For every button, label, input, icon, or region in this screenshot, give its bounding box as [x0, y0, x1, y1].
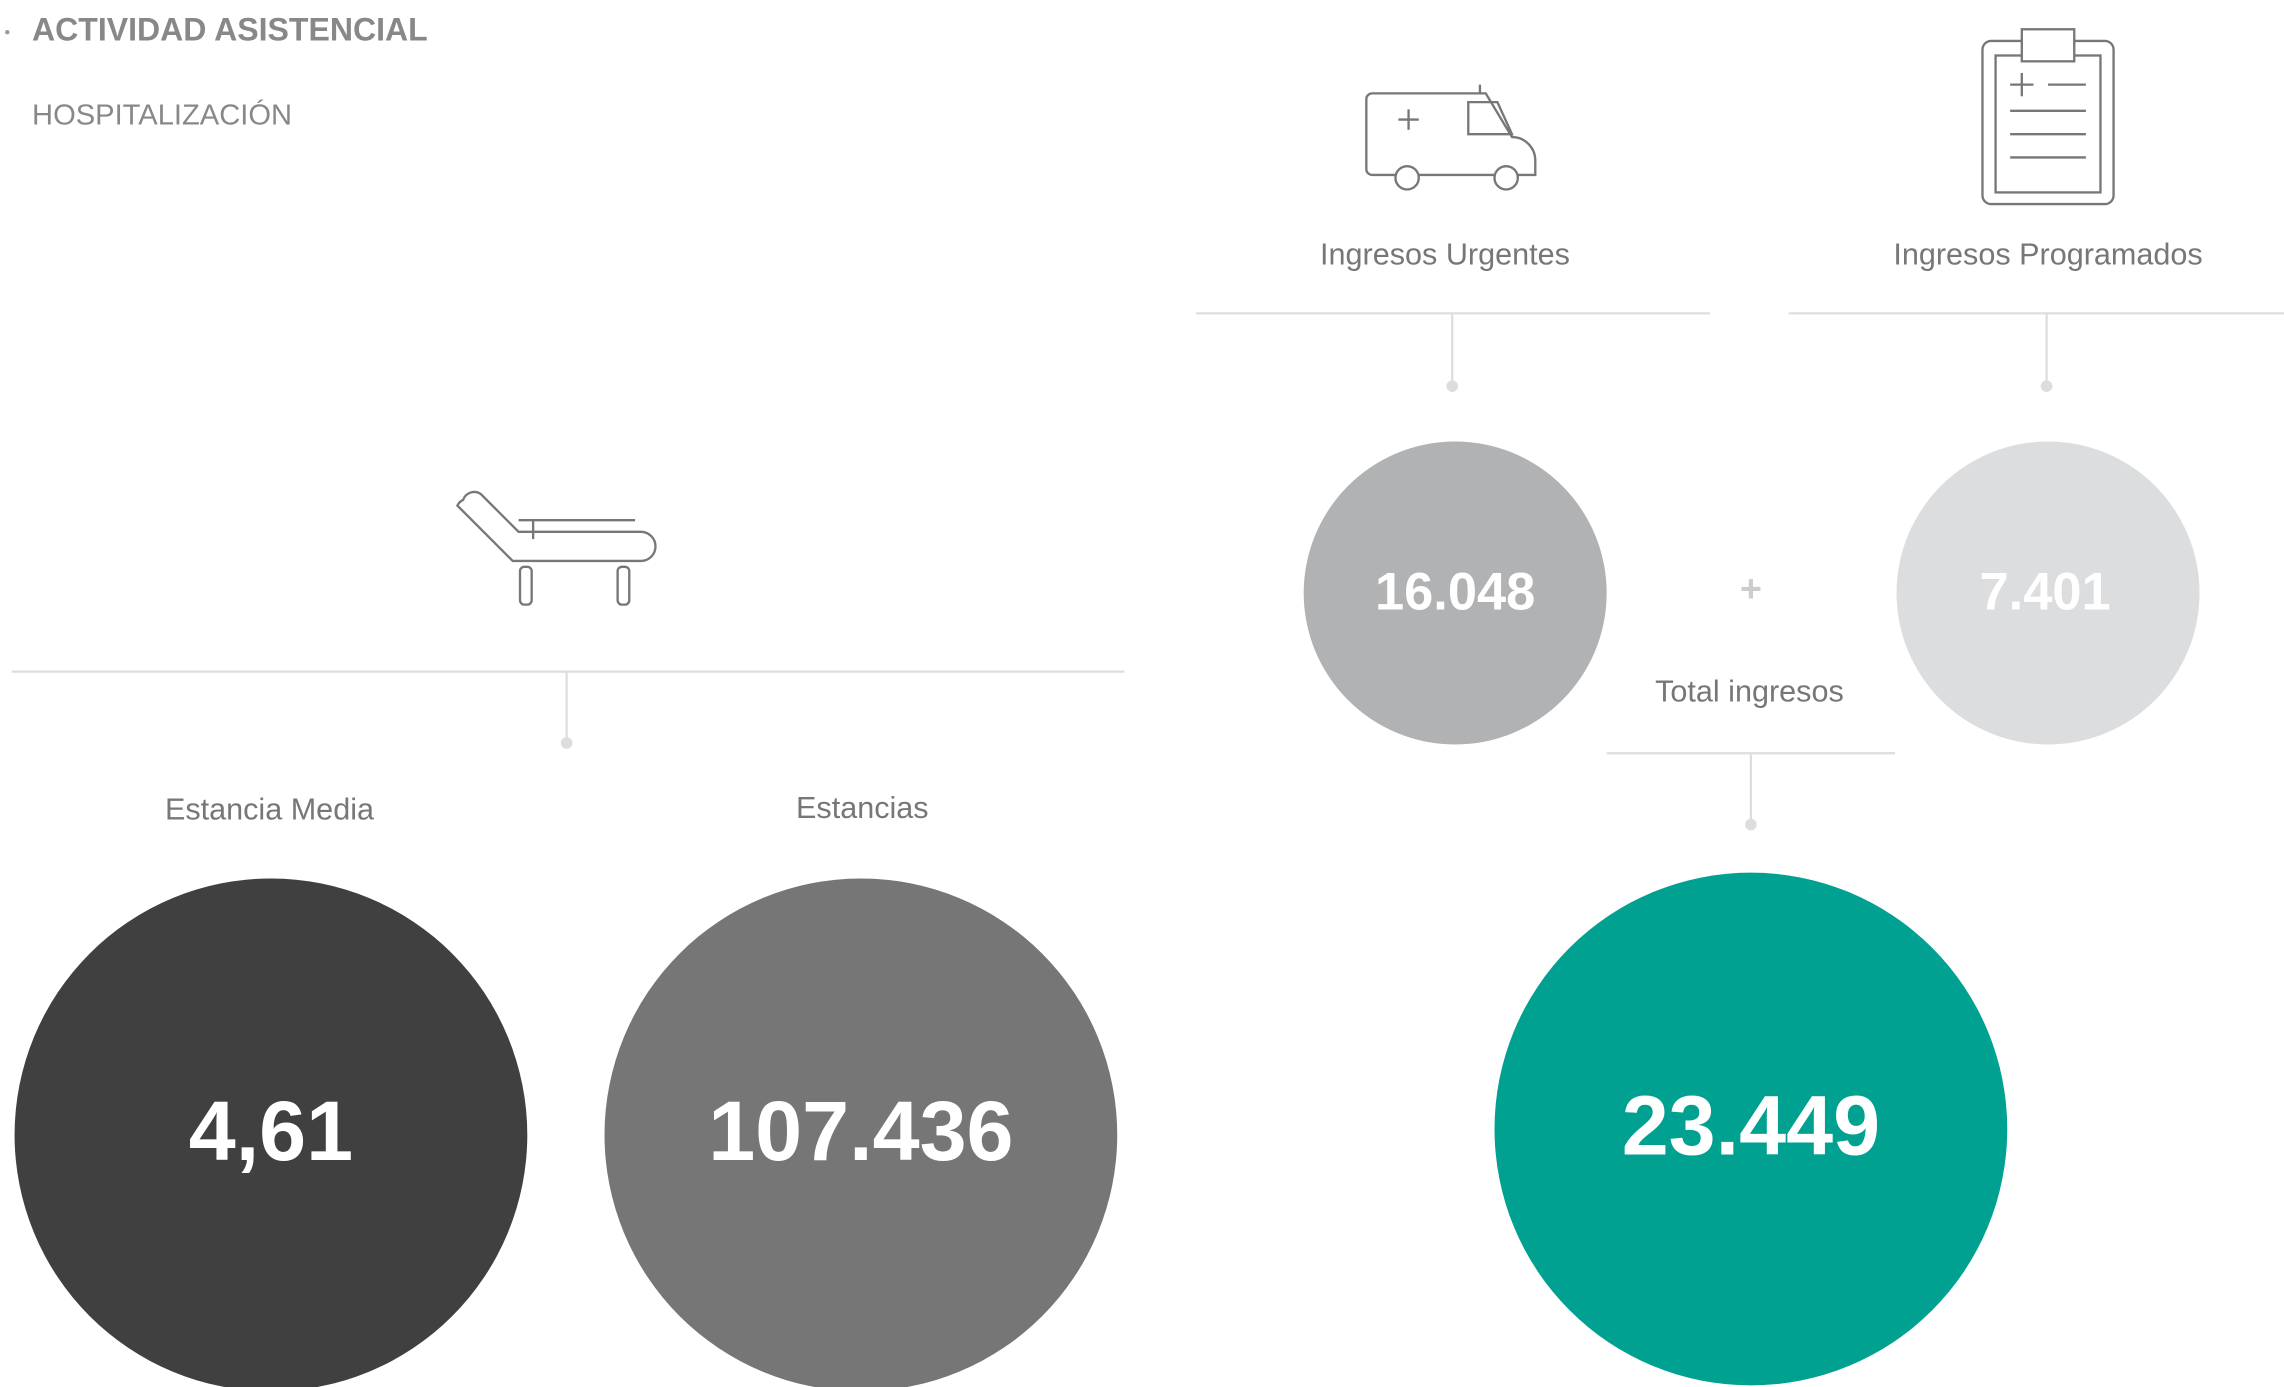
metric-value: 107.436 [708, 1084, 1013, 1178]
metric-circle [604, 878, 1118, 1387]
label: Ingresos Programados [1893, 238, 2202, 272]
metric-circle [1494, 872, 2008, 1386]
subtitle: HOSPITALIZACIÓN [32, 98, 292, 131]
title: ACTIVIDAD ASISTENCIAL [32, 12, 428, 48]
metric-value: 4,61 [189, 1084, 353, 1178]
connector-dot [2040, 380, 2053, 392]
label: Total ingresos [1655, 675, 1844, 709]
metric-value: 7.401 [1980, 564, 2111, 622]
clipboard-icon [1981, 28, 2115, 206]
ambulance-icon [1365, 84, 1537, 191]
bullet [5, 30, 10, 35]
metric-circle [1896, 441, 2200, 745]
connector-dot [560, 737, 573, 749]
metric-value: 23.449 [1622, 1078, 1880, 1172]
label: Estancia Media [165, 793, 374, 827]
bed-icon [455, 490, 657, 606]
connector-dot [1446, 380, 1459, 392]
connector-dot [1745, 818, 1757, 831]
metric-circle [14, 878, 528, 1387]
metric-circle [1303, 441, 1607, 745]
metric-value: 16.048 [1375, 564, 1535, 622]
label: Ingresos Urgentes [1320, 238, 1570, 272]
plus-sign: + [1740, 569, 1762, 611]
label: Estancias [796, 791, 929, 825]
